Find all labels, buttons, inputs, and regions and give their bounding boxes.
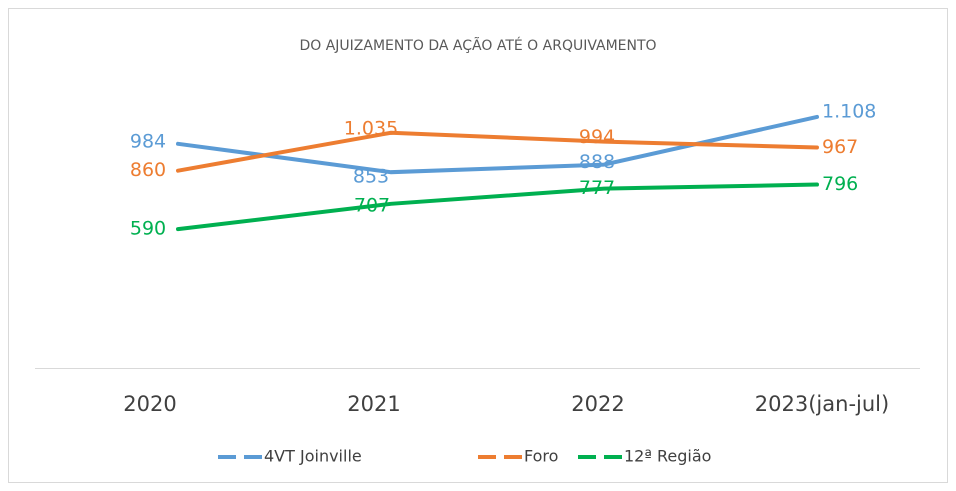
legend-label: Foro (524, 447, 558, 466)
series-line (176, 130, 819, 173)
legend-label: 4VT Joinville (264, 447, 362, 466)
legend-label: 12ª Região (624, 447, 711, 466)
x-tick-label: 2021 (347, 392, 400, 416)
chart-frame (8, 8, 948, 483)
data-label: 853 (353, 166, 389, 188)
data-label: 590 (130, 218, 166, 240)
data-label: 860 (130, 159, 166, 181)
data-label: 984 (130, 130, 166, 152)
chart-title: DO AJUIZAMENTO DA AÇÃO ATÉ O ARQUIVAMENT… (299, 37, 656, 54)
data-label: 1.035 (344, 117, 398, 139)
series-line (176, 182, 819, 232)
data-label: 994 (579, 126, 615, 148)
data-label: 707 (354, 194, 390, 216)
data-label: 777 (579, 177, 615, 199)
data-label: 1.108 (822, 100, 876, 122)
data-label: 796 (822, 173, 858, 195)
x-tick-label: 2020 (123, 392, 176, 416)
x-tick-label: 2022 (571, 392, 624, 416)
data-label: 888 (579, 151, 615, 173)
x-tick-label: 2023(jan-jul) (755, 392, 889, 416)
data-label: 967 (822, 136, 858, 158)
series-line (176, 114, 819, 175)
